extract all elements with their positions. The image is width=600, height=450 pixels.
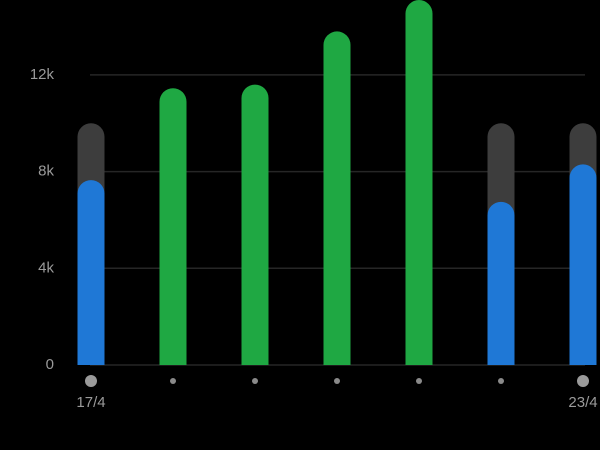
y-tick-label: 4k (38, 259, 54, 276)
bar (241, 84, 269, 365)
y-tick-label: 0 (46, 356, 54, 373)
day-dot (416, 378, 422, 384)
y-tick-label: 8k (38, 163, 54, 180)
x-tick-label: 23/4 (568, 394, 597, 411)
day-dot (498, 378, 504, 384)
bar (487, 201, 515, 365)
day-dot (170, 378, 176, 384)
bar (323, 31, 351, 366)
day-dot (85, 375, 97, 387)
bar (569, 164, 597, 365)
x-tick-label: 17/4 (76, 394, 105, 411)
bar (77, 180, 105, 365)
day-dot (334, 378, 340, 384)
day-dot (252, 378, 258, 384)
day-dot (577, 375, 589, 387)
bar (405, 0, 433, 365)
bar (159, 88, 187, 365)
y-tick-label: 12k (30, 66, 55, 83)
